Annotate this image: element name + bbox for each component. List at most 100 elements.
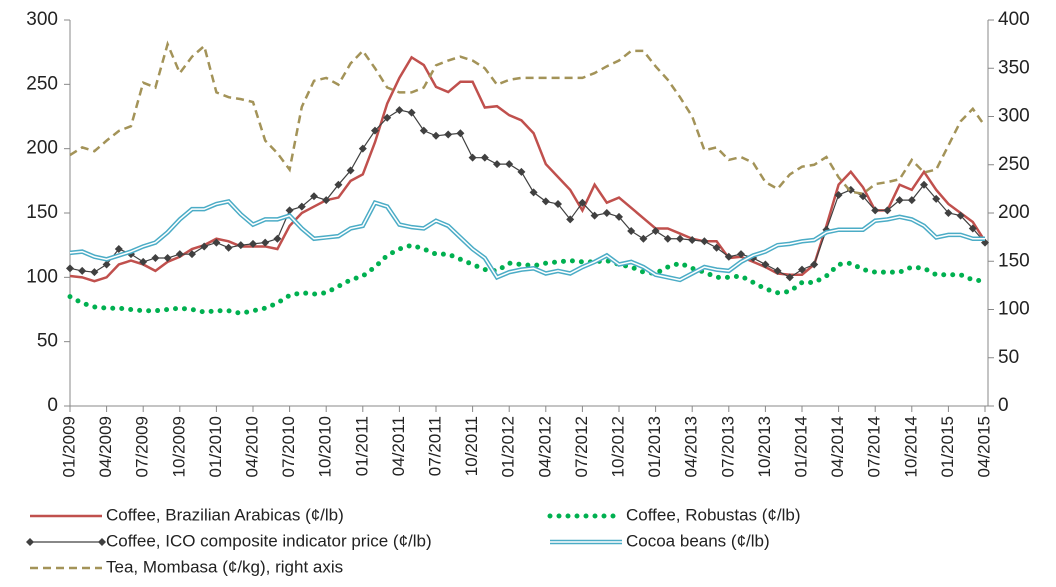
- marker: [639, 234, 648, 243]
- marker: [151, 254, 160, 263]
- x-tick-label: 01/2015: [938, 416, 957, 477]
- marker: [944, 209, 953, 217]
- x-tick-label: 10/2009: [169, 416, 188, 477]
- marker: [139, 257, 148, 266]
- marker: [541, 197, 550, 206]
- marker: [566, 215, 575, 224]
- marker: [358, 144, 367, 153]
- marker: [895, 196, 904, 205]
- legend-label: Tea, Mombasa (¢/kg), right axis: [106, 557, 343, 576]
- marker: [212, 238, 221, 247]
- marker: [175, 250, 184, 259]
- marker: [968, 224, 977, 233]
- x-tick-label: 07/2014: [865, 416, 884, 477]
- marker: [956, 211, 965, 220]
- x-tick-label: 04/2014: [828, 416, 847, 477]
- x-tick-label: 10/2013: [755, 416, 774, 477]
- marker: [114, 245, 123, 254]
- x-tick-label: 10/2011: [462, 416, 481, 476]
- marker: [554, 199, 562, 208]
- y2-tick-label: 150: [998, 250, 1030, 271]
- marker: [907, 196, 916, 205]
- marker: [236, 241, 245, 250]
- marker: [920, 180, 928, 189]
- x-tick-label: 01/2012: [499, 416, 518, 477]
- marker: [480, 153, 489, 162]
- marker: [383, 113, 392, 122]
- series-line: [69, 55, 987, 283]
- marker: [615, 212, 623, 221]
- x-tick-label: 01/2009: [59, 416, 78, 477]
- marker: [200, 242, 209, 251]
- y2-tick-label: 200: [998, 202, 1030, 223]
- legend-label: Coffee, Brazilian Arabicas (¢/lb): [106, 505, 344, 524]
- marker: [224, 243, 233, 252]
- marker: [188, 250, 196, 259]
- marker: [261, 238, 270, 247]
- marker: [529, 188, 538, 197]
- y-tick-label: 200: [26, 138, 58, 159]
- marker: [249, 239, 257, 248]
- x-tick-label: 04/2010: [242, 416, 261, 477]
- marker: [688, 236, 697, 245]
- marker: [578, 198, 587, 207]
- marker: [407, 108, 416, 117]
- y-tick-label: 250: [26, 73, 58, 94]
- marker: [395, 106, 404, 115]
- marker: [761, 260, 770, 269]
- y2-tick-label: 250: [998, 154, 1030, 175]
- marker: [78, 266, 87, 275]
- series-line: [67, 242, 988, 316]
- legend-marker: [98, 538, 106, 546]
- marker: [663, 234, 672, 243]
- x-tick-label: 04/2009: [96, 416, 115, 477]
- series-line: [69, 40, 987, 196]
- marker: [505, 160, 514, 169]
- x-tick-label: 04/2011: [389, 416, 408, 476]
- x-tick-label: 01/2011: [352, 416, 371, 476]
- y2-tick-label: 50: [998, 347, 1019, 368]
- series-line: [69, 109, 986, 279]
- x-tick-label: 10/2014: [901, 416, 920, 477]
- x-tick-label: 04/2015: [974, 416, 993, 477]
- x-tick-label: 07/2013: [718, 416, 737, 477]
- x-tick-label: 07/2009: [133, 416, 152, 477]
- marker: [273, 234, 282, 243]
- y-tick-label: 150: [26, 202, 58, 223]
- y-tick-label: 0: [47, 395, 58, 416]
- marker: [810, 260, 819, 269]
- marker: [627, 227, 636, 236]
- x-tick-label: 07/2012: [572, 416, 591, 477]
- marker: [310, 192, 318, 201]
- legend-label: Coffee, ICO composite indicator price (¢…: [106, 531, 432, 550]
- x-tick-label: 04/2012: [535, 416, 554, 477]
- marker: [468, 153, 477, 162]
- y2-tick-label: 300: [998, 106, 1030, 127]
- marker: [163, 254, 172, 263]
- marker: [517, 167, 526, 176]
- marker: [456, 129, 465, 138]
- y2-tick-label: 0: [998, 395, 1009, 416]
- x-tick-label: 01/2014: [791, 416, 810, 477]
- marker: [493, 160, 501, 169]
- legend-label: Coffee, Robustas (¢/lb): [626, 505, 801, 524]
- x-tick-label: 10/2010: [316, 416, 335, 477]
- marker: [737, 250, 745, 259]
- marker: [66, 264, 74, 273]
- marker: [883, 206, 892, 215]
- marker: [432, 131, 440, 140]
- marker: [419, 126, 428, 135]
- series-line: [69, 198, 985, 283]
- marker: [444, 130, 453, 139]
- marker: [651, 227, 660, 236]
- marker: [798, 265, 806, 274]
- marker: [590, 211, 599, 220]
- x-tick-label: 04/2013: [682, 416, 701, 477]
- marker: [712, 243, 721, 252]
- marker: [700, 237, 709, 246]
- marker: [602, 209, 611, 217]
- marker: [932, 194, 941, 203]
- marker: [871, 206, 880, 215]
- marker: [334, 180, 343, 189]
